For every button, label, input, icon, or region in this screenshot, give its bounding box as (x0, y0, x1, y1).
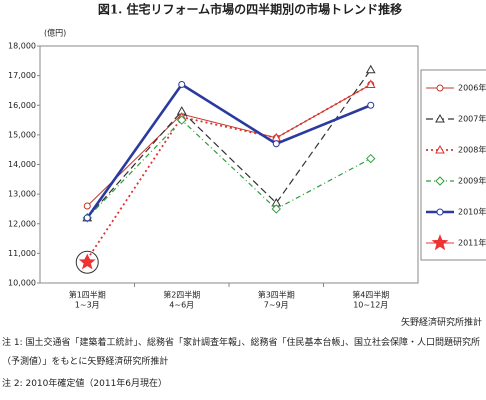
data-point (177, 115, 187, 125)
x-tick-label: 第3四半期 (258, 290, 295, 300)
series-line (86, 82, 372, 219)
legend-marker (436, 208, 444, 216)
legend-marker (435, 144, 445, 154)
note: 注 2: 2010年確定値（2011年6月現在） (2, 379, 168, 389)
data-point (272, 140, 280, 148)
legend-marker (436, 84, 444, 92)
data-point (365, 64, 376, 74)
legend-label: 2008年 (458, 145, 486, 155)
series-line (86, 119, 372, 219)
legend-label: 2010年 (458, 207, 486, 217)
legend-label: 2007年 (458, 114, 486, 124)
y-tick-label: 17,000 (8, 71, 36, 80)
data-point (365, 79, 376, 89)
series-line (86, 84, 371, 207)
y-tick-label: 18,000 (8, 42, 36, 51)
x-tick-label: 第4四半期 (352, 290, 389, 300)
data-point (83, 202, 91, 210)
x-tick-label: 第2四半期 (163, 290, 200, 300)
x-tick-label: 10~12月 (353, 301, 388, 310)
data-point (366, 153, 376, 164)
y-tick-label: 12,000 (8, 219, 36, 228)
x-tick-label: 4~6月 (169, 301, 194, 310)
legend-box (420, 69, 486, 261)
legend-label: 2006年 (458, 83, 486, 93)
x-tick-label: 1~3月 (75, 301, 100, 310)
legend-marker (435, 113, 445, 123)
y-tick-label: 16,000 (8, 101, 36, 110)
chart-title: 図1. 住宅リフォーム市場の四半期別の市場トレンド推移 (98, 2, 402, 17)
legend-marker (431, 234, 449, 251)
x-tick-label: 7~9月 (264, 301, 289, 310)
data-point (178, 81, 186, 89)
series-line (86, 83, 372, 260)
chart: 図1. 住宅リフォーム市場の四半期別の市場トレンド推移 (億円) 10,000 1… (8, 2, 486, 310)
y-tick-label: 10,000 (8, 279, 36, 288)
data-point (367, 101, 375, 109)
y-tick-label: 14,000 (8, 160, 36, 169)
legend-marker (435, 176, 445, 186)
series-line (86, 69, 372, 219)
note: 注 1: 国土交通省「建築着工統計」、総務省「家計調査年報」、総務省「住民基本台… (2, 338, 480, 367)
data-point (271, 204, 281, 214)
y-tick-label: 11,000 (8, 249, 36, 258)
source: 矢野経済研究所推計 (400, 318, 482, 328)
x-tick-label: 第1四半期 (69, 290, 106, 300)
data-point (83, 214, 91, 222)
y-tick-label: 13,000 (8, 190, 36, 199)
highlight-ring (75, 250, 99, 274)
y-tick-label: 15,000 (8, 130, 36, 139)
legend-label: 2011年 (458, 238, 486, 248)
data-point (78, 253, 96, 270)
legend-label: 2009年 (458, 176, 486, 186)
y-unit: (億円) (44, 28, 66, 38)
